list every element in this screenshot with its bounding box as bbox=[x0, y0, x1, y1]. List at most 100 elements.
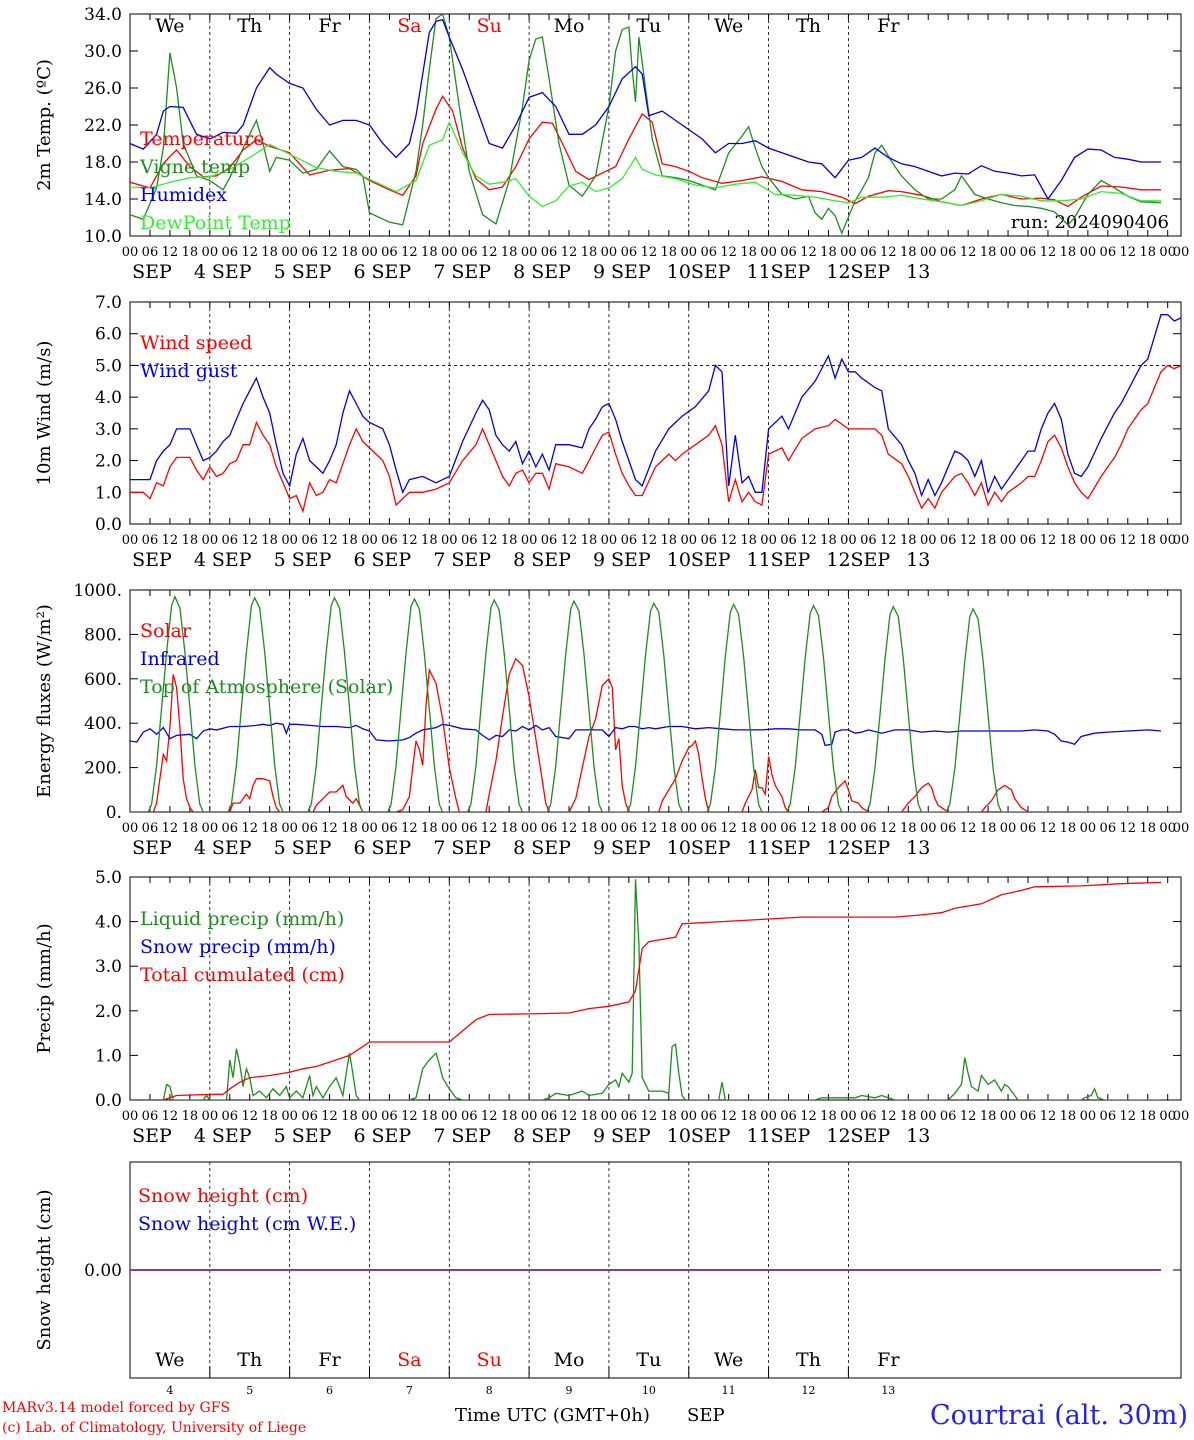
x-hour-label: 18 bbox=[1139, 1109, 1156, 1124]
x-hour-label: 12 bbox=[561, 245, 578, 260]
x-hour-label: 12 bbox=[960, 1109, 977, 1124]
x-hour-label: 00 bbox=[1159, 533, 1176, 548]
x-month-label: SEP bbox=[850, 261, 890, 283]
x-hour-label: 06 bbox=[222, 245, 239, 260]
x-hour-label: 06 bbox=[700, 245, 717, 260]
x-hour-label: 00 bbox=[361, 533, 378, 548]
y-tick-label: 600. bbox=[84, 670, 122, 690]
day-name: Sa bbox=[397, 1349, 421, 1371]
x-month-label: SEP bbox=[132, 261, 172, 283]
x-month-label: SEP bbox=[771, 261, 811, 283]
x-month-label: SEP bbox=[771, 837, 811, 859]
panel-5: 0.00 Snow height (cm) 4 5 6 7 8 9 10 11 12 13 We Th Fr… bbox=[34, 1161, 1182, 1397]
x-date-label: 12 bbox=[826, 837, 850, 859]
x-hour-label: 00 bbox=[361, 821, 378, 836]
x-hour-label: 18 bbox=[341, 245, 358, 260]
x-hour-label: 00 bbox=[122, 821, 139, 836]
y-tick-label: 3.0 bbox=[95, 957, 122, 977]
x-hour-label: 18 bbox=[740, 245, 757, 260]
x-hour-label: 12 bbox=[800, 245, 817, 260]
y-tick-label: 1.0 bbox=[95, 1046, 122, 1066]
x-date-label: 11 bbox=[747, 261, 771, 283]
day-name: Tu bbox=[636, 15, 661, 37]
x-hour-label: 12 bbox=[960, 245, 977, 260]
x-hour-label: 00 bbox=[1173, 245, 1190, 260]
x-hour-label: 12 bbox=[641, 1109, 658, 1124]
x-hour-label: 18 bbox=[661, 1109, 678, 1124]
y-tick-label: 18.0 bbox=[84, 153, 122, 173]
x-month-label: SEP bbox=[850, 549, 890, 571]
x-hour-label: 12 bbox=[241, 533, 258, 548]
x-hour-label: 18 bbox=[261, 533, 278, 548]
x-hour-label: 12 bbox=[880, 533, 897, 548]
x-hour-label: 18 bbox=[581, 533, 598, 548]
x-hour-label: 18 bbox=[1060, 1109, 1077, 1124]
x-hour-label: 06 bbox=[1100, 245, 1117, 260]
x-hour-label: 18 bbox=[501, 245, 518, 260]
x-hour-label: 06 bbox=[1020, 245, 1037, 260]
x-hour-label: 12 bbox=[561, 533, 578, 548]
x-month-label: SEP bbox=[292, 261, 332, 283]
x-hour-label: 00 bbox=[680, 821, 697, 836]
x-date-label: 7 bbox=[433, 549, 445, 571]
x-date-label: 9 bbox=[593, 549, 605, 571]
x-month-label: SEP bbox=[691, 261, 731, 283]
x-hour-label: 00 bbox=[920, 1109, 937, 1124]
x-hour-label: 18 bbox=[581, 821, 598, 836]
x-month-label: SEP bbox=[372, 261, 412, 283]
y-tick-label: 0. bbox=[106, 803, 122, 823]
series-line bbox=[130, 594, 1161, 812]
x-hour-label: 06 bbox=[381, 1109, 398, 1124]
x-date-label: 12 bbox=[826, 549, 850, 571]
x-date-label: 12 bbox=[826, 261, 850, 283]
x-hour-label: 18 bbox=[341, 533, 358, 548]
x-date-label: 4 bbox=[194, 261, 206, 283]
y-tick-label: 4.0 bbox=[95, 913, 122, 933]
x-hour-label: 06 bbox=[301, 821, 318, 836]
x-hour-label: 18 bbox=[1139, 533, 1156, 548]
x-month-label: SEP bbox=[531, 837, 571, 859]
plot-frame bbox=[129, 589, 1182, 813]
x-hour-label: 18 bbox=[661, 821, 678, 836]
x-hour-label: 00 bbox=[601, 245, 618, 260]
x-hour-label: 00 bbox=[680, 245, 697, 260]
x-month-label: SEP bbox=[611, 549, 651, 571]
x-hour-label: 00 bbox=[281, 821, 298, 836]
x-date-label: 7 bbox=[433, 261, 445, 283]
x-hour-label: 18 bbox=[501, 1109, 518, 1124]
series-line bbox=[130, 364, 1181, 514]
day-name: Fr bbox=[318, 1349, 341, 1371]
panel-1: 10.0 14.0 18.0 22.0 26.0 30.0 34.0 2m Temp. (ºC… bbox=[34, 5, 1189, 283]
x-date-label: 4 bbox=[194, 837, 206, 859]
x-hour-label: 12 bbox=[561, 821, 578, 836]
x-hour-label: 06 bbox=[301, 533, 318, 548]
x-hour-label: 06 bbox=[1100, 1109, 1117, 1124]
x-hour-label: 12 bbox=[162, 245, 179, 260]
x-hour-label: 00 bbox=[281, 245, 298, 260]
x-date-label: 13 bbox=[906, 1125, 930, 1147]
x-hour-label: 18 bbox=[1139, 245, 1156, 260]
x-hour-label: 00 bbox=[1173, 1109, 1190, 1124]
y-tick-label: 400. bbox=[84, 714, 122, 734]
x-hour-label: 12 bbox=[720, 245, 737, 260]
legend-entry: Top of Atmosphere (Solar) bbox=[140, 676, 393, 698]
x-hour-label: 18 bbox=[261, 1109, 278, 1124]
x-hour-label: 12 bbox=[241, 1109, 258, 1124]
y-tick-label: 34.0 bbox=[84, 5, 122, 25]
x-month-label: SEP bbox=[611, 837, 651, 859]
y-tick-label: 2.0 bbox=[95, 1002, 122, 1022]
x-hour-label: 06 bbox=[541, 1109, 558, 1124]
x-date-label: 6 bbox=[354, 261, 366, 283]
x-month-label: SEP bbox=[850, 1125, 890, 1147]
series-line bbox=[130, 881, 1162, 1100]
x-hour-label: 12 bbox=[401, 1109, 418, 1124]
x-hour-label: 00 bbox=[202, 1109, 219, 1124]
x-hour-label: 18 bbox=[421, 245, 438, 260]
x-hour-label: 06 bbox=[301, 1109, 318, 1124]
x-hour-label: 06 bbox=[381, 245, 398, 260]
x-hour-label: 18 bbox=[661, 245, 678, 260]
x-date-label: 9 bbox=[593, 1125, 605, 1147]
x-hour-label: 06 bbox=[461, 533, 478, 548]
y-tick-label: 0.0 bbox=[95, 1091, 122, 1111]
